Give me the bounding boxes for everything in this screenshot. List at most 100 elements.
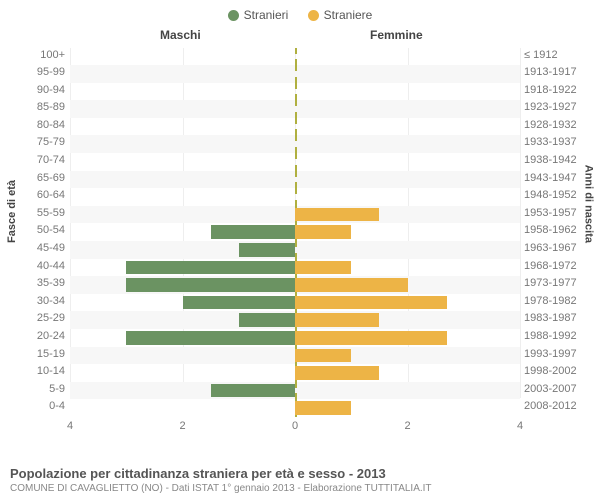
pyramid-row: 70-741938-1942 bbox=[70, 153, 520, 171]
bar-female bbox=[295, 296, 447, 310]
bar-female bbox=[295, 313, 379, 327]
chart-rows: 100+≤ 191295-991913-191790-941918-192285… bbox=[70, 48, 520, 418]
age-band-label: 10-14 bbox=[15, 365, 65, 377]
legend-swatch-male bbox=[228, 10, 239, 21]
birth-year-label: 1948-1952 bbox=[524, 189, 588, 201]
x-tick-label: 4 bbox=[67, 420, 73, 432]
birth-year-label: ≤ 1912 bbox=[524, 49, 588, 61]
birth-year-label: 1998-2002 bbox=[524, 365, 588, 377]
birth-year-label: 1938-1942 bbox=[524, 154, 588, 166]
bar-male bbox=[126, 261, 295, 275]
age-band-label: 100+ bbox=[15, 49, 65, 61]
age-band-label: 45-49 bbox=[15, 242, 65, 254]
plot-area: Fasce di età Anni di nascita 100+≤ 19129… bbox=[10, 48, 590, 438]
pyramid-row: 45-491963-1967 bbox=[70, 241, 520, 259]
age-band-label: 20-24 bbox=[15, 330, 65, 342]
age-band-label: 50-54 bbox=[15, 224, 65, 236]
birth-year-label: 2008-2012 bbox=[524, 400, 588, 412]
pyramid-row: 90-941918-1922 bbox=[70, 83, 520, 101]
age-band-label: 30-34 bbox=[15, 295, 65, 307]
x-tick-label: 2 bbox=[179, 420, 185, 432]
pyramid-chart: Stranieri Straniere Maschi Femmine Fasce… bbox=[0, 0, 600, 500]
birth-year-label: 1993-1997 bbox=[524, 348, 588, 360]
pyramid-row: 10-141998-2002 bbox=[70, 364, 520, 382]
column-header-male: Maschi bbox=[160, 28, 201, 42]
chart-title: Popolazione per cittadinanza straniera p… bbox=[10, 466, 590, 481]
pyramid-row: 20-241988-1992 bbox=[70, 329, 520, 347]
age-band-label: 75-79 bbox=[15, 136, 65, 148]
pyramid-row: 95-991913-1917 bbox=[70, 65, 520, 83]
pyramid-row: 30-341978-1982 bbox=[70, 294, 520, 312]
legend-label-male: Stranieri bbox=[244, 8, 289, 22]
bar-male bbox=[211, 225, 295, 239]
bar-male bbox=[126, 331, 295, 345]
bar-male bbox=[239, 313, 295, 327]
bar-male bbox=[211, 384, 295, 398]
age-band-label: 25-29 bbox=[15, 312, 65, 324]
x-tick-label: 0 bbox=[292, 420, 298, 432]
bar-female bbox=[295, 278, 408, 292]
pyramid-row: 55-591953-1957 bbox=[70, 206, 520, 224]
birth-year-label: 1923-1927 bbox=[524, 101, 588, 113]
age-band-label: 60-64 bbox=[15, 189, 65, 201]
pyramid-row: 25-291983-1987 bbox=[70, 311, 520, 329]
x-tick-label: 2 bbox=[404, 420, 410, 432]
bar-female bbox=[295, 366, 379, 380]
birth-year-label: 1928-1932 bbox=[524, 119, 588, 131]
bar-male bbox=[126, 278, 295, 292]
age-band-label: 15-19 bbox=[15, 348, 65, 360]
bar-male bbox=[239, 243, 295, 257]
bar-female bbox=[295, 401, 351, 415]
chart-subtitle: COMUNE DI CAVAGLIETTO (NO) - Dati ISTAT … bbox=[10, 483, 590, 494]
birth-year-label: 1963-1967 bbox=[524, 242, 588, 254]
bar-female bbox=[295, 225, 351, 239]
pyramid-row: 65-691943-1947 bbox=[70, 171, 520, 189]
birth-year-label: 1978-1982 bbox=[524, 295, 588, 307]
birth-year-label: 1913-1917 bbox=[524, 66, 588, 78]
pyramid-row: 80-841928-1932 bbox=[70, 118, 520, 136]
birth-year-label: 1988-1992 bbox=[524, 330, 588, 342]
birth-year-label: 1943-1947 bbox=[524, 172, 588, 184]
legend-label-female: Straniere bbox=[324, 8, 373, 22]
bar-female bbox=[295, 331, 447, 345]
age-band-label: 55-59 bbox=[15, 207, 65, 219]
age-band-label: 40-44 bbox=[15, 260, 65, 272]
bar-female bbox=[295, 349, 351, 363]
x-tick-label: 4 bbox=[517, 420, 523, 432]
bar-female bbox=[295, 208, 379, 222]
birth-year-label: 1918-1922 bbox=[524, 84, 588, 96]
age-band-label: 35-39 bbox=[15, 277, 65, 289]
pyramid-row: 35-391973-1977 bbox=[70, 276, 520, 294]
age-band-label: 85-89 bbox=[15, 101, 65, 113]
column-header-female: Femmine bbox=[370, 28, 423, 42]
pyramid-row: 0-42008-2012 bbox=[70, 399, 520, 417]
legend-swatch-female bbox=[308, 10, 319, 21]
birth-year-label: 1953-1957 bbox=[524, 207, 588, 219]
x-axis: 4 2 0 2 4 bbox=[70, 418, 520, 438]
age-band-label: 65-69 bbox=[15, 172, 65, 184]
birth-year-label: 1933-1937 bbox=[524, 136, 588, 148]
bar-female bbox=[295, 261, 351, 275]
age-band-label: 5-9 bbox=[15, 383, 65, 395]
age-band-label: 0-4 bbox=[15, 400, 65, 412]
pyramid-row: 100+≤ 1912 bbox=[70, 48, 520, 66]
age-band-label: 80-84 bbox=[15, 119, 65, 131]
birth-year-label: 2003-2007 bbox=[524, 383, 588, 395]
age-band-label: 90-94 bbox=[15, 84, 65, 96]
pyramid-row: 50-541958-1962 bbox=[70, 223, 520, 241]
pyramid-row: 40-441968-1972 bbox=[70, 259, 520, 277]
legend: Stranieri Straniere bbox=[10, 8, 590, 24]
pyramid-row: 75-791933-1937 bbox=[70, 135, 520, 153]
birth-year-label: 1968-1972 bbox=[524, 260, 588, 272]
column-headers: Maschi Femmine bbox=[10, 28, 590, 46]
pyramid-row: 5-92003-2007 bbox=[70, 382, 520, 400]
birth-year-label: 1983-1987 bbox=[524, 312, 588, 324]
caption: Popolazione per cittadinanza straniera p… bbox=[10, 466, 590, 494]
bar-male bbox=[183, 296, 296, 310]
pyramid-row: 60-641948-1952 bbox=[70, 188, 520, 206]
pyramid-row: 15-191993-1997 bbox=[70, 347, 520, 365]
birth-year-label: 1958-1962 bbox=[524, 224, 588, 236]
birth-year-label: 1973-1977 bbox=[524, 277, 588, 289]
age-band-label: 70-74 bbox=[15, 154, 65, 166]
age-band-label: 95-99 bbox=[15, 66, 65, 78]
